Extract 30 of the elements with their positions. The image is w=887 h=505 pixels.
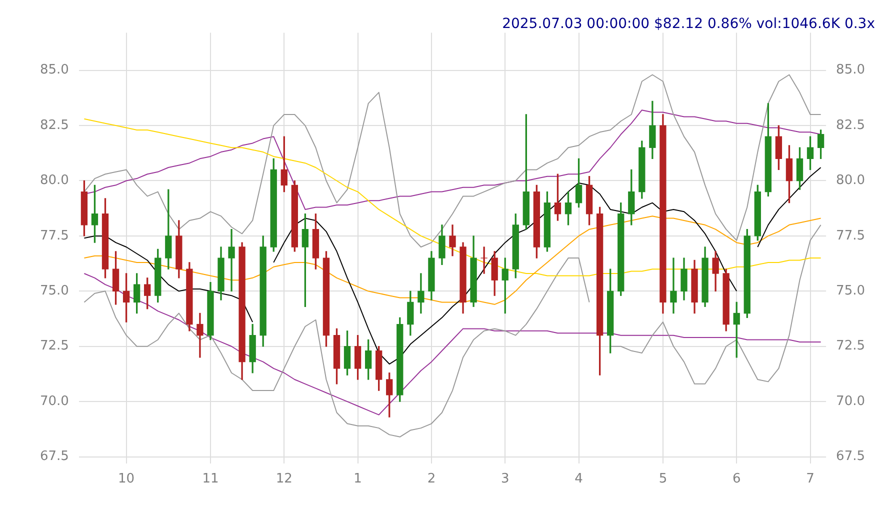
y-tick-label: 80.0 bbox=[40, 173, 69, 188]
y2-tick-label: 70.0 bbox=[836, 394, 866, 409]
x-tick-label: 6 bbox=[732, 472, 741, 487]
y-tick-label: 72.5 bbox=[40, 338, 69, 354]
y-tick-label: 75.0 bbox=[40, 284, 69, 299]
chart-title: 2025.07.03 00:00:00 $82.12 0.86% vol:1046.6K 0.3x bbox=[502, 16, 875, 32]
y2-tick-label: 75.0 bbox=[836, 284, 866, 299]
x-tick-label: 2 bbox=[427, 472, 436, 487]
candlestick bbox=[670, 258, 677, 314]
y-tick-label: 67.5 bbox=[40, 449, 69, 464]
candlestick bbox=[228, 229, 235, 292]
y2-tick-label: 82.5 bbox=[836, 118, 866, 133]
x-tick-label: 3 bbox=[500, 472, 510, 487]
y2-tick-label: 77.5 bbox=[836, 228, 866, 244]
y2-tick-label: 80.0 bbox=[836, 173, 866, 188]
y-tick-label: 85.0 bbox=[40, 62, 69, 78]
x-tick-label: 12 bbox=[276, 472, 292, 487]
x-tick-label: 4 bbox=[574, 472, 583, 487]
x-tick-label: 10 bbox=[118, 472, 135, 487]
y-tick-label: 82.5 bbox=[40, 118, 69, 133]
candlestick bbox=[480, 246, 488, 274]
y-tick-label: 70.0 bbox=[40, 394, 69, 409]
y-tick-label: 77.5 bbox=[40, 228, 69, 244]
y2-tick-label: 67.5 bbox=[836, 449, 866, 464]
x-tick-label: 1 bbox=[354, 472, 362, 487]
y2-tick-label: 85.0 bbox=[836, 62, 866, 78]
x-tick-label: 11 bbox=[202, 472, 219, 487]
x-tick-label: 7 bbox=[806, 472, 814, 487]
x-tick-label: 5 bbox=[658, 472, 668, 487]
y2-tick-label: 72.5 bbox=[836, 338, 866, 354]
